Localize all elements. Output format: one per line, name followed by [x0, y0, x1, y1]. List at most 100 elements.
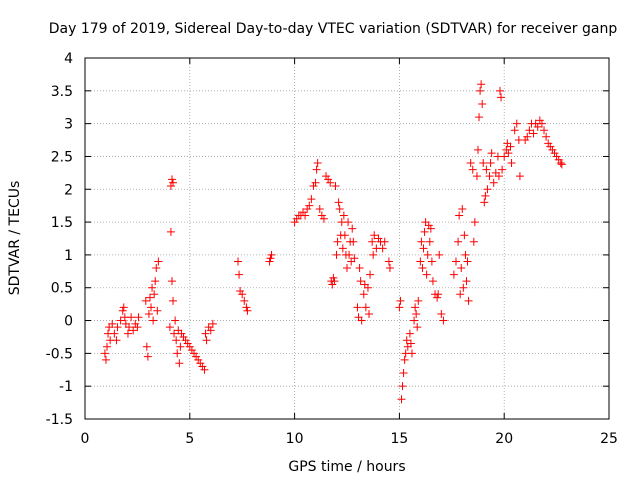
data-point [363, 283, 372, 292]
data-point [361, 303, 370, 312]
data-point [110, 329, 119, 338]
data-point [152, 264, 161, 273]
data-point [469, 237, 478, 246]
data-point [502, 145, 511, 154]
data-point [127, 313, 136, 322]
data-point [116, 316, 125, 325]
data-point [479, 159, 488, 168]
data-point [340, 231, 349, 240]
data-point [470, 218, 479, 227]
data-point [189, 349, 198, 358]
data-point [328, 280, 337, 289]
data-point [125, 323, 134, 332]
y-tick-label: 0.5 [51, 281, 73, 297]
data-point [206, 326, 215, 335]
data-point [427, 257, 436, 266]
data-point [119, 303, 128, 312]
data-point [240, 296, 249, 305]
data-point [486, 159, 495, 168]
data-point [523, 132, 532, 141]
data-point [554, 155, 563, 164]
data-point [423, 250, 432, 259]
tick-layer [84, 57, 610, 420]
data-point [474, 145, 482, 154]
data-point [359, 290, 368, 299]
data-point [326, 178, 335, 187]
data-point [426, 224, 435, 233]
data-point [265, 257, 274, 266]
data-point [460, 231, 469, 240]
data-point [537, 119, 546, 128]
data-point [416, 257, 425, 266]
data-point [353, 303, 362, 312]
data-point [412, 309, 421, 318]
data-point [167, 277, 176, 286]
data-point [397, 395, 406, 404]
data-point [236, 287, 245, 296]
data-point [546, 142, 555, 151]
data-point [433, 293, 442, 302]
data-point [466, 159, 475, 168]
data-point [457, 264, 466, 273]
data-point [317, 211, 326, 220]
data-point [173, 349, 182, 358]
data-point [521, 136, 530, 145]
data-point [385, 264, 394, 273]
data-point [129, 326, 138, 335]
data-point [410, 316, 419, 325]
data-marks [100, 80, 566, 404]
data-point [357, 316, 366, 325]
data-point [166, 227, 175, 236]
data-point [525, 126, 534, 135]
data-point [196, 359, 205, 368]
data-point [154, 257, 163, 266]
y-tick-label: -1 [59, 379, 73, 395]
data-point [201, 329, 210, 338]
data-point [402, 336, 411, 345]
data-point [334, 198, 343, 207]
data-point [141, 296, 150, 305]
data-point [365, 309, 374, 318]
data-point [153, 306, 162, 315]
data-point [165, 323, 174, 332]
data-point [512, 119, 521, 128]
data-point [455, 211, 464, 220]
data-point [169, 296, 178, 305]
data-point [335, 204, 344, 213]
data-point [338, 244, 347, 253]
data-point [396, 296, 405, 305]
data-point [435, 250, 444, 259]
x-tick-label: 10 [286, 431, 304, 447]
data-point [200, 365, 209, 374]
data-point [151, 277, 160, 286]
data-point [458, 204, 467, 213]
data-point [368, 237, 377, 246]
data-point [478, 99, 487, 108]
data-point [557, 160, 566, 169]
data-point [177, 329, 186, 338]
data-point [497, 93, 506, 102]
data-point [544, 139, 553, 148]
data-point [405, 329, 414, 338]
x-tick-label: 15 [390, 431, 408, 447]
data-point [464, 296, 473, 305]
data-point [208, 319, 217, 328]
data-point [204, 323, 213, 332]
data-point [459, 283, 468, 292]
data-point [166, 181, 175, 190]
data-point [366, 270, 375, 279]
data-point [331, 181, 340, 190]
data-point [398, 382, 407, 391]
data-point [480, 198, 489, 207]
data-point [234, 257, 243, 266]
grid-layer [85, 58, 609, 419]
data-point [329, 273, 338, 282]
data-point [185, 342, 194, 351]
data-point [313, 159, 322, 168]
data-point [171, 316, 180, 325]
y-tick-label: 2 [64, 182, 73, 198]
data-point [343, 264, 351, 273]
data-point [350, 254, 359, 263]
data-point [108, 319, 117, 328]
